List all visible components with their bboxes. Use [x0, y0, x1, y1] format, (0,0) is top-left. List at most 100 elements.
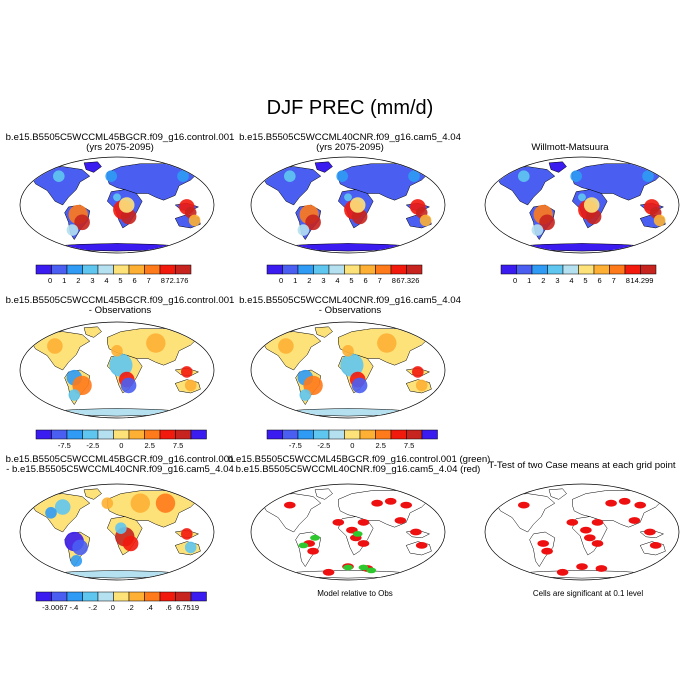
colorbar-tick-label: 0 — [350, 441, 354, 450]
colorbar-swatch — [128, 429, 145, 440]
colorbar-tick-label: 1 — [293, 276, 297, 285]
colorbar-tick-label: 72.176 — [165, 276, 188, 285]
colorbar-swatch — [547, 264, 564, 275]
colorbar-tick-label: .6 — [165, 603, 171, 612]
colorbar-tick-label: 8 — [161, 276, 165, 285]
colorbar-swatch — [97, 264, 114, 275]
significant-cell — [591, 540, 604, 547]
significant-cell — [322, 568, 335, 576]
colorbar-tick-label: 7 — [147, 276, 151, 285]
continent-eurasia — [572, 490, 664, 528]
colorbar-tick-label: 7 — [612, 276, 616, 285]
precip-cell — [70, 555, 83, 567]
colorbar-swatch — [113, 429, 130, 440]
continent-eurasia — [572, 163, 664, 201]
colorbar-tick-label: -2.5 — [86, 441, 99, 450]
significant-cell — [307, 547, 319, 555]
continent-southAmerica — [529, 531, 556, 568]
green-cell — [358, 564, 369, 571]
precip-cell — [297, 224, 310, 236]
colorbar-swatch — [282, 264, 299, 275]
significant-cell — [605, 499, 617, 507]
panel-2-title-line1: b.e15.B5505C5WCCML40CNR.f09_g16.cam5_4.0… — [239, 132, 461, 143]
colorbar-swatch — [175, 264, 192, 275]
precip-cell — [66, 224, 79, 236]
colorbar-tick-label: -2.5 — [317, 441, 330, 450]
colorbar-tick-label: 7.5 — [404, 441, 414, 450]
precip-cell — [120, 208, 137, 225]
colorbar-tick-label: 3 — [555, 276, 559, 285]
significant-cell — [518, 501, 530, 509]
colorbar-swatch — [593, 264, 610, 275]
significant-cell — [541, 547, 553, 555]
significant-cell — [332, 519, 345, 526]
colorbar-5: -7.5 -2.5 0 2.5 7.5 — [266, 429, 438, 450]
colorbar-swatch — [113, 591, 130, 602]
colorbar-swatch — [35, 591, 52, 602]
colorbar-tick-label: 1 — [527, 276, 531, 285]
continent-greenland — [83, 161, 102, 173]
colorbar-swatch — [406, 264, 423, 275]
continent-northAmerica — [494, 166, 556, 206]
colorbar-swatch — [113, 264, 130, 275]
colorbar-swatch — [313, 264, 330, 275]
significant-cell — [628, 517, 641, 524]
colorbar-swatch — [359, 264, 376, 275]
precip-cell — [336, 170, 349, 182]
precip-cell — [155, 493, 176, 513]
precip-cell — [342, 345, 354, 357]
continent-northAmerica — [494, 493, 556, 533]
map-panel-5 — [250, 321, 446, 419]
precip-cell — [188, 214, 201, 227]
significant-cell — [357, 540, 370, 547]
colorbar-swatch — [159, 264, 176, 275]
significant-cell — [634, 501, 646, 509]
continent-greenland — [83, 488, 102, 500]
precip-cell — [128, 329, 145, 346]
significant-cell — [566, 519, 579, 526]
precip-cell — [539, 214, 555, 231]
panel-5-title-line2: - Observations — [318, 305, 382, 316]
colorbar-swatch — [266, 429, 283, 440]
colorbar-swatch — [190, 591, 207, 602]
significant-cell — [394, 517, 407, 524]
panel-7-title-line2: b.e15.B5505C5WCCML40CNR.f09_g16.cam5_4.0… — [235, 464, 481, 475]
colorbar-swatch — [159, 591, 176, 602]
colorbar-swatch — [516, 264, 533, 275]
precip-cell — [583, 197, 600, 213]
colorbar-swatch — [500, 264, 517, 275]
precip-cell — [47, 338, 63, 354]
precip-cell — [109, 353, 133, 377]
colorbar-swatch — [297, 429, 314, 440]
colorbar-swatch — [282, 429, 299, 440]
colorbar-swatch — [97, 429, 114, 440]
green-cell — [310, 534, 320, 541]
precip-cell — [181, 366, 193, 378]
significant-cell — [576, 563, 588, 570]
panel-6-title: b.e15.B5505C5WCCML45BGCR.f09_g16.control… — [0, 455, 250, 475]
colorbar-tick-label: 0 — [119, 441, 123, 450]
colorbar-swatch — [144, 264, 161, 275]
colorbar-swatch — [128, 264, 145, 275]
panel-5-title: b.e15.B5505C5WCCML40CNR.f09_g16.cam5_4.0… — [220, 296, 480, 316]
significant-cell — [584, 534, 596, 542]
precip-cell — [122, 535, 139, 552]
colorbar-swatch — [159, 429, 176, 440]
map-panel-2 — [250, 156, 446, 254]
green-cell — [343, 564, 353, 571]
panel-3-title: Willmott-Matsuura — [470, 143, 670, 153]
precip-cell — [278, 338, 294, 354]
colorbar-swatch — [175, 591, 192, 602]
colorbar-swatch — [66, 591, 83, 602]
colorbar-swatch — [66, 429, 83, 440]
colorbar-swatch — [190, 429, 207, 440]
colorbar-1: 0 1 2 3 4 5 6 7 8 72.176 — [35, 264, 192, 285]
colorbar-tick-label: -7.5 — [289, 441, 302, 450]
continent-greenland — [314, 161, 333, 173]
significant-cell — [649, 542, 662, 549]
significant-cell — [644, 528, 656, 536]
colorbar-swatch — [266, 264, 283, 275]
precip-cell — [284, 170, 296, 182]
panel-8-caption: Cells are significant at 0.1 level — [532, 589, 644, 598]
significant-cell — [580, 526, 592, 534]
